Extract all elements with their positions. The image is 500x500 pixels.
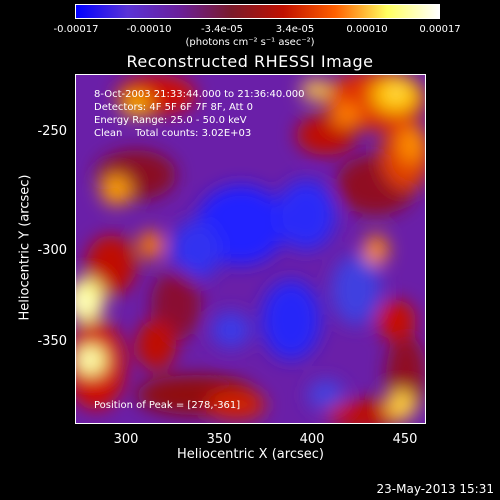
info-energy-range: Energy Range: 25.0 - 50.0 keV — [94, 115, 247, 126]
footer-date: 23-May-2013 15:31 — [376, 482, 494, 496]
info-clean-counts: Clean Total counts: 3.02E+03 — [94, 128, 251, 139]
image-canvas: 8-Oct-2003 21:33:44.000 to 21:36:40.000 … — [76, 75, 425, 423]
colorbar-tick: -3.4e-05 — [201, 24, 243, 35]
y-tick-label: -250 — [37, 124, 67, 139]
rhessi-image: 8-Oct-2003 21:33:44.000 to 21:36:40.000 … — [75, 74, 426, 424]
colorbar-tick: 0.00017 — [419, 24, 461, 35]
y-tick-label: -300 — [37, 243, 67, 258]
colorbar-tick: -0.00017 — [53, 24, 99, 35]
x-tick-label: 300 — [113, 432, 139, 447]
peak-position: Position of Peak = [278,-361] — [94, 400, 240, 411]
info-detectors: Detectors: 4F 5F 6F 7F 8F, Att 0 — [94, 102, 253, 113]
y-tick-label: -350 — [37, 334, 67, 349]
x-tick-label: 350 — [206, 432, 232, 447]
x-axis-label: Heliocentric X (arcsec) — [177, 447, 324, 462]
colorbar-units: (photons cm⁻² s⁻¹ asec⁻²) — [185, 37, 315, 48]
colorbar-tick: -0.00010 — [126, 24, 172, 35]
image-title: Reconstructed RHESSI Image — [126, 52, 374, 71]
colorbar-tick: 0.00010 — [346, 24, 388, 35]
x-tick-label: 450 — [392, 432, 418, 447]
y-axis-label: Heliocentric Y (arcsec) — [17, 174, 33, 321]
colorbar-tick: 3.4e-05 — [275, 24, 315, 35]
x-tick-label: 400 — [299, 432, 325, 447]
colorbar — [75, 4, 440, 19]
info-time-range: 8-Oct-2003 21:33:44.000 to 21:36:40.000 — [94, 89, 305, 100]
